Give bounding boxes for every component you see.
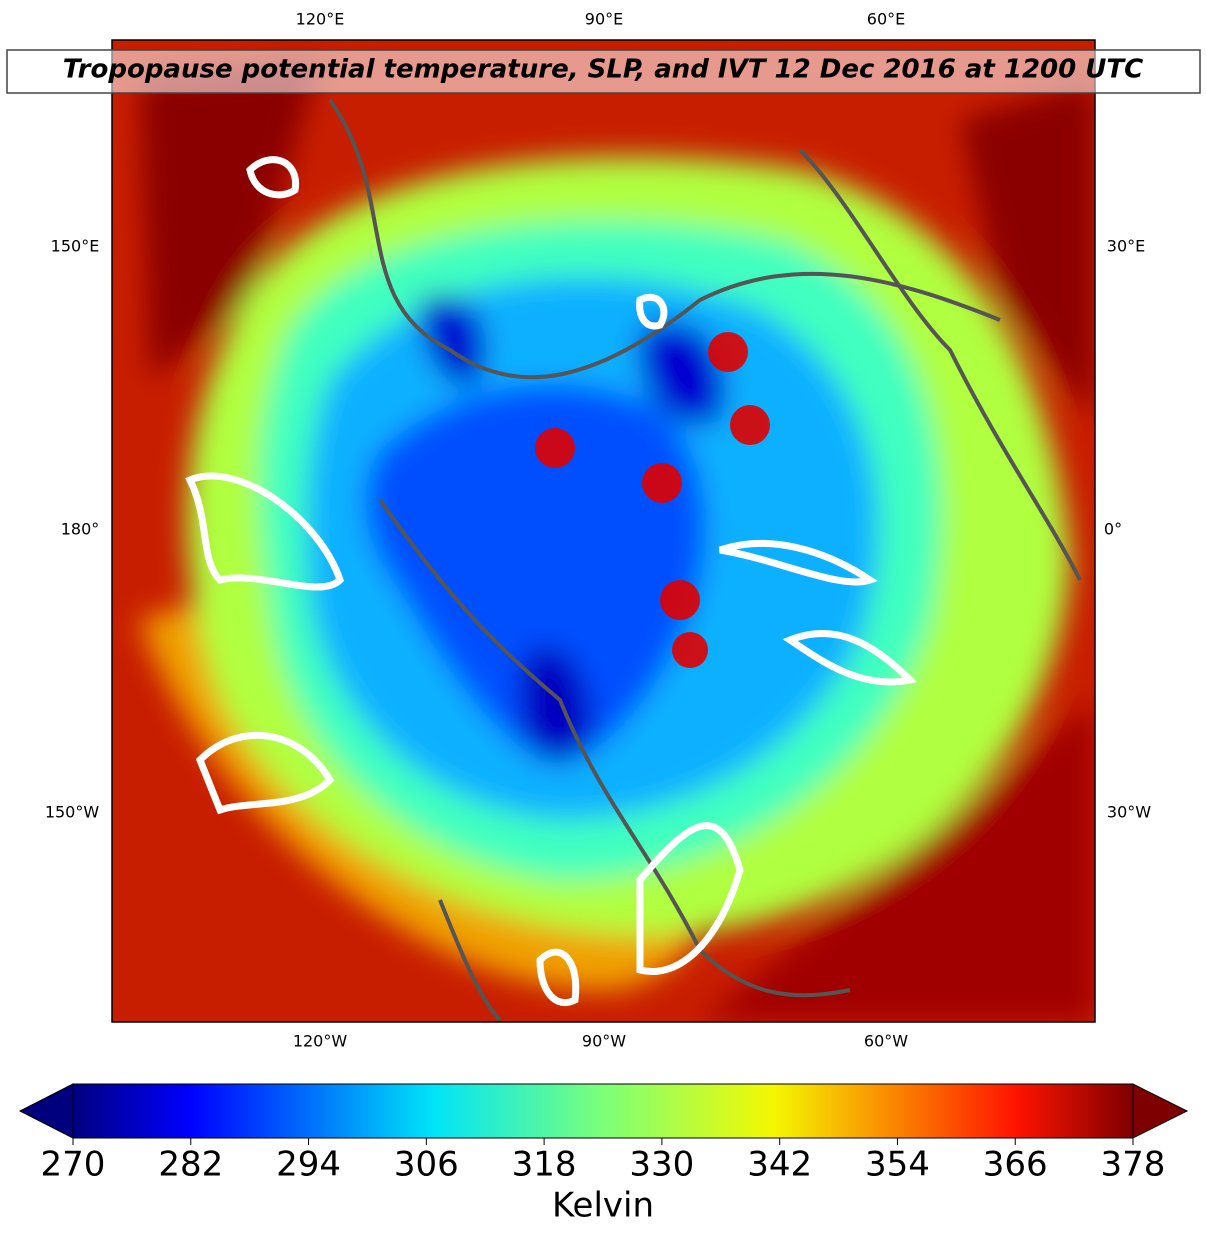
longitude-label: 60°E <box>867 10 905 29</box>
longitude-label: 0° <box>1104 520 1122 539</box>
longitude-label: 120°E <box>296 10 345 29</box>
title: Tropopause potential temperature, SLP, a… <box>63 55 1143 85</box>
colorbar-tick-label: 378 <box>1101 1145 1166 1185</box>
longitude-label: 30°E <box>1107 237 1145 256</box>
map-frame <box>111 39 1096 1023</box>
longitude-label: 150°W <box>45 803 100 822</box>
colorbar-tick-label: 366 <box>983 1145 1048 1185</box>
colorbar-tick-label: 354 <box>865 1145 930 1185</box>
longitude-label: 60°W <box>864 1032 908 1051</box>
colorbar-tick-label: 330 <box>629 1145 694 1185</box>
colorbar-tick-label: 342 <box>747 1145 812 1185</box>
colorbar-tick-label: 294 <box>276 1145 341 1185</box>
colorbar-tick-label: 282 <box>158 1145 223 1185</box>
colorbar-label: Kelvin <box>552 1186 654 1226</box>
longitude-label: 30°W <box>1107 803 1151 822</box>
colorbar-tick-label: 306 <box>394 1145 459 1185</box>
longitude-label: 90°W <box>582 1032 626 1051</box>
colorbar-tick-label: 318 <box>512 1145 577 1185</box>
colorbar <box>18 1083 1189 1139</box>
longitude-label: 120°W <box>293 1032 348 1051</box>
colorbar-tick-label: 270 <box>41 1145 106 1185</box>
title-box <box>6 49 1201 94</box>
map <box>112 40 1095 1022</box>
longitude-label: 90°E <box>585 10 623 29</box>
longitude-label: 150°E <box>51 237 100 256</box>
longitude-label: 180° <box>61 520 100 539</box>
